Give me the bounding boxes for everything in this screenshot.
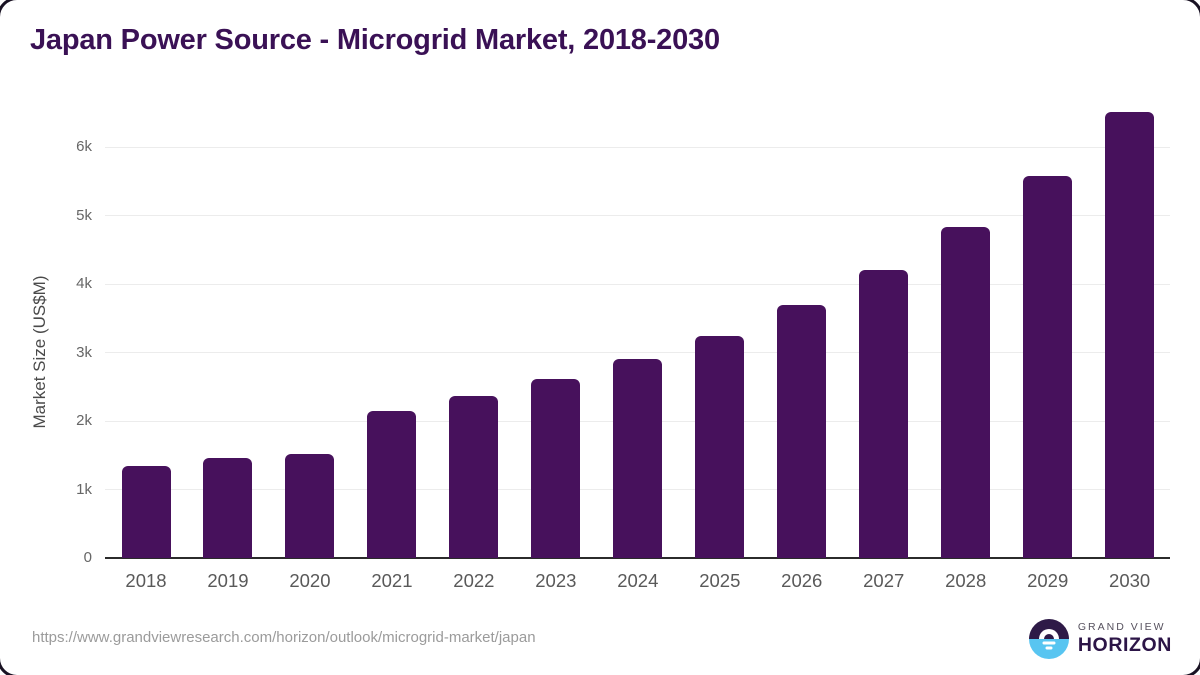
y-tick-label: 1k <box>76 480 92 498</box>
brand-logo-text: GRAND VIEW HORIZON <box>1078 621 1172 657</box>
bar-2021[interactable] <box>367 410 417 558</box>
y-tick-label: 2k <box>76 412 92 429</box>
bar-2030[interactable] <box>1105 112 1155 558</box>
x-tick-label: 2018 <box>125 570 167 591</box>
y-tick-label: 6k <box>76 138 92 155</box>
gridline <box>105 146 1170 148</box>
bar-2024[interactable] <box>613 359 663 558</box>
x-tick-label: 2027 <box>863 570 905 591</box>
bar-2029[interactable] <box>1023 176 1073 558</box>
brand-name-top: GRAND VIEW <box>1077 621 1166 633</box>
sunrise-horizon-icon <box>1028 619 1069 659</box>
gridline <box>105 215 1170 216</box>
x-tick-label: 2021 <box>371 570 413 591</box>
x-tick-label: 2026 <box>781 570 823 591</box>
y-tick-label: 4k <box>76 275 92 292</box>
y-tick-label: 3k <box>76 343 92 361</box>
bar-2023[interactable] <box>531 379 581 558</box>
x-tick-label: 2024 <box>617 570 659 591</box>
source-url: https://www.grandviewresearch.com/horizo… <box>32 629 536 646</box>
x-tick-label: 2030 <box>1109 570 1151 591</box>
bar-2020[interactable] <box>285 453 335 558</box>
bar-2022[interactable] <box>449 395 499 558</box>
x-axis-line <box>105 557 1170 559</box>
x-tick-label: 2029 <box>1027 570 1069 591</box>
gridline <box>105 283 1170 285</box>
y-tick-label: 5k <box>76 206 92 224</box>
bar-2019[interactable] <box>203 457 253 558</box>
brand-name-bottom: HORIZON <box>1077 634 1172 656</box>
x-tick-label: 2020 <box>289 570 331 591</box>
x-tick-label: 2022 <box>453 570 495 591</box>
x-tick-label: 2025 <box>699 570 741 591</box>
bar-2025[interactable] <box>695 336 745 558</box>
brand-logo: GRAND VIEW HORIZON <box>1028 619 1172 659</box>
bar-2026[interactable] <box>777 305 827 558</box>
x-tick-label: 2028 <box>945 570 987 591</box>
gridline <box>105 352 1170 353</box>
bar-2028[interactable] <box>941 227 991 558</box>
chart-title: Japan Power Source - Microgrid Market, 2… <box>30 24 720 56</box>
y-tick-label: 0 <box>83 549 92 566</box>
bar-2027[interactable] <box>859 270 909 558</box>
bar-2018[interactable] <box>121 465 171 558</box>
x-tick-label: 2019 <box>207 570 249 591</box>
x-tick-label: 2023 <box>535 570 577 591</box>
